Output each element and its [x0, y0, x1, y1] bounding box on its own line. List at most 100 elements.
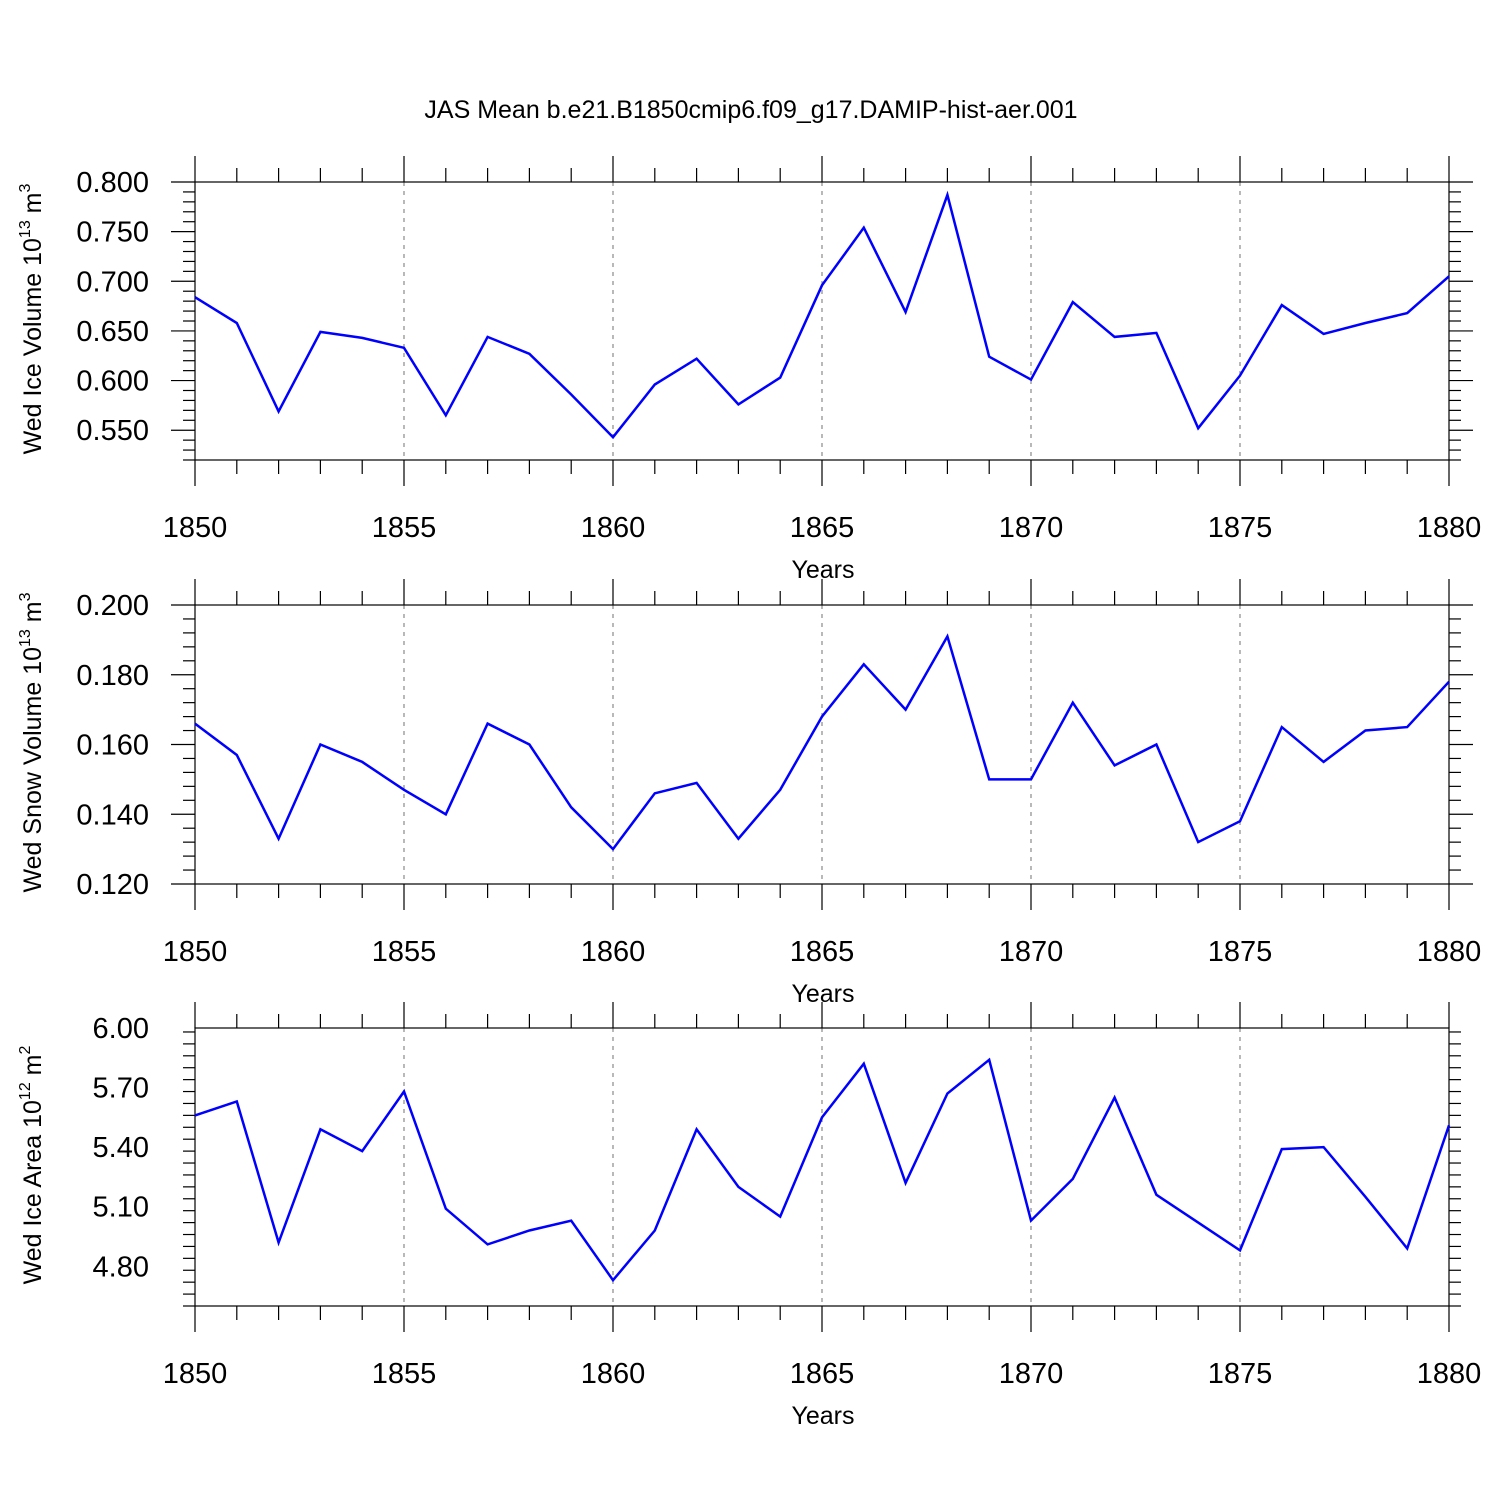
data-point: [946, 194, 948, 196]
data-point: [737, 1186, 739, 1188]
y-tick-label: 0.750: [76, 217, 149, 249]
x-tick-label: 1865: [790, 1358, 855, 1390]
data-point: [1281, 1148, 1283, 1150]
x-tick-label: 1860: [581, 1358, 646, 1390]
data-point: [821, 715, 823, 717]
data-point: [779, 376, 781, 378]
chart-title: JAS Mean b.e21.B1850cmip6.f09_g17.DAMIP-…: [424, 96, 1077, 124]
data-point: [612, 436, 614, 438]
y-axis-title-unit-exp: 3: [17, 592, 34, 601]
x-tick-label: 1875: [1208, 936, 1273, 968]
data-point: [612, 1279, 614, 1281]
data-point: [1113, 336, 1115, 338]
data-point: [319, 331, 321, 333]
data-point: [361, 761, 363, 763]
x-tick-label: 1870: [999, 1358, 1064, 1390]
y-tick-label: 0.120: [76, 869, 149, 901]
data-point: [1448, 1124, 1450, 1126]
data-point: [654, 383, 656, 385]
data-point: [486, 336, 488, 338]
data-point: [570, 1219, 572, 1221]
y-axis-title: Wed Snow Volume 1013 m3: [17, 592, 47, 892]
x-tick-label: 1880: [1417, 936, 1482, 968]
data-point: [1322, 333, 1324, 335]
y-axis-title: Wed Ice Area 1012 m2: [17, 1045, 47, 1284]
data-point: [863, 226, 865, 228]
x-tick-label: 1865: [790, 936, 855, 968]
y-tick-label: 0.550: [76, 415, 149, 447]
data-point: [779, 1215, 781, 1217]
x-tick-label: 1870: [999, 512, 1064, 544]
x-tick-label: 1875: [1208, 512, 1273, 544]
x-tick-label: 1870: [999, 936, 1064, 968]
data-point: [612, 848, 614, 850]
data-point: [1113, 764, 1115, 766]
data-point: [361, 337, 363, 339]
y-axis-title-exp: 13: [17, 220, 34, 238]
data-point: [403, 347, 405, 349]
y-tick-label: 6.00: [93, 1013, 149, 1045]
data-point: [779, 789, 781, 791]
data-point: [361, 1150, 363, 1152]
x-tick-label: 1850: [163, 512, 228, 544]
y-axis-title-text: Wed Ice Volume 10: [19, 238, 47, 454]
y-axis-title-unit: m: [19, 1054, 47, 1082]
y-tick-label: 5.10: [93, 1192, 149, 1224]
data-point: [277, 1241, 279, 1243]
data-point: [1239, 820, 1241, 822]
data-point: [1030, 378, 1032, 380]
data-point: [445, 813, 447, 815]
data-point: [277, 837, 279, 839]
y-tick-label: 0.650: [76, 316, 149, 348]
data-point: [863, 663, 865, 665]
series-line: [194, 1057, 1451, 1283]
data-point: [1197, 427, 1199, 429]
data-point: [1030, 778, 1032, 780]
y-tick-label: 5.40: [93, 1132, 149, 1164]
data-point: [737, 837, 739, 839]
data-point: [654, 792, 656, 794]
data-point: [1448, 681, 1450, 683]
data-point: [1239, 1249, 1241, 1251]
data-point: [654, 1229, 656, 1231]
data-point: [695, 358, 697, 360]
y-tick-label: 0.800: [76, 167, 149, 199]
data-point: [1406, 1247, 1408, 1249]
data-point: [1155, 743, 1157, 745]
data-point: [988, 1059, 990, 1061]
y-tick-label: 0.140: [76, 799, 149, 831]
data-point: [1406, 726, 1408, 728]
y-tick-label: 0.160: [76, 730, 149, 762]
data-point: [528, 1229, 530, 1231]
y-tick-label: 4.80: [93, 1251, 149, 1283]
data-point: [946, 1092, 948, 1094]
data-point: [863, 1063, 865, 1065]
data-point: [1322, 761, 1324, 763]
y-tick-label: 0.600: [76, 366, 149, 398]
data-point: [319, 743, 321, 745]
data-point: [1448, 275, 1450, 277]
x-tick-label: 1880: [1417, 1358, 1482, 1390]
data-point: [1072, 1178, 1074, 1180]
data-point: [1197, 1221, 1199, 1223]
y-axis-title: Wed Ice Volume 1013 m3: [17, 183, 47, 454]
data-point: [403, 789, 405, 791]
y-axis-title-exp: 13: [17, 629, 34, 647]
series-line: [194, 633, 1450, 852]
data-point: [1364, 1196, 1366, 1198]
y-axis-title-unit-exp: 2: [17, 1045, 34, 1054]
data-point: [194, 722, 196, 724]
data-point: [1155, 332, 1157, 334]
y-axis-title-unit: m: [19, 601, 47, 629]
data-point: [1072, 301, 1074, 303]
data-point: [1030, 1219, 1032, 1221]
y-axis-title-unit-exp: 3: [17, 183, 34, 192]
data-point: [1406, 312, 1408, 314]
data-point: [821, 284, 823, 286]
x-axis-title: Years: [791, 1402, 854, 1430]
data-point: [1239, 374, 1241, 376]
x-axis-title: Years: [791, 980, 854, 1008]
data-point: [1072, 701, 1074, 703]
data-point: [988, 356, 990, 358]
